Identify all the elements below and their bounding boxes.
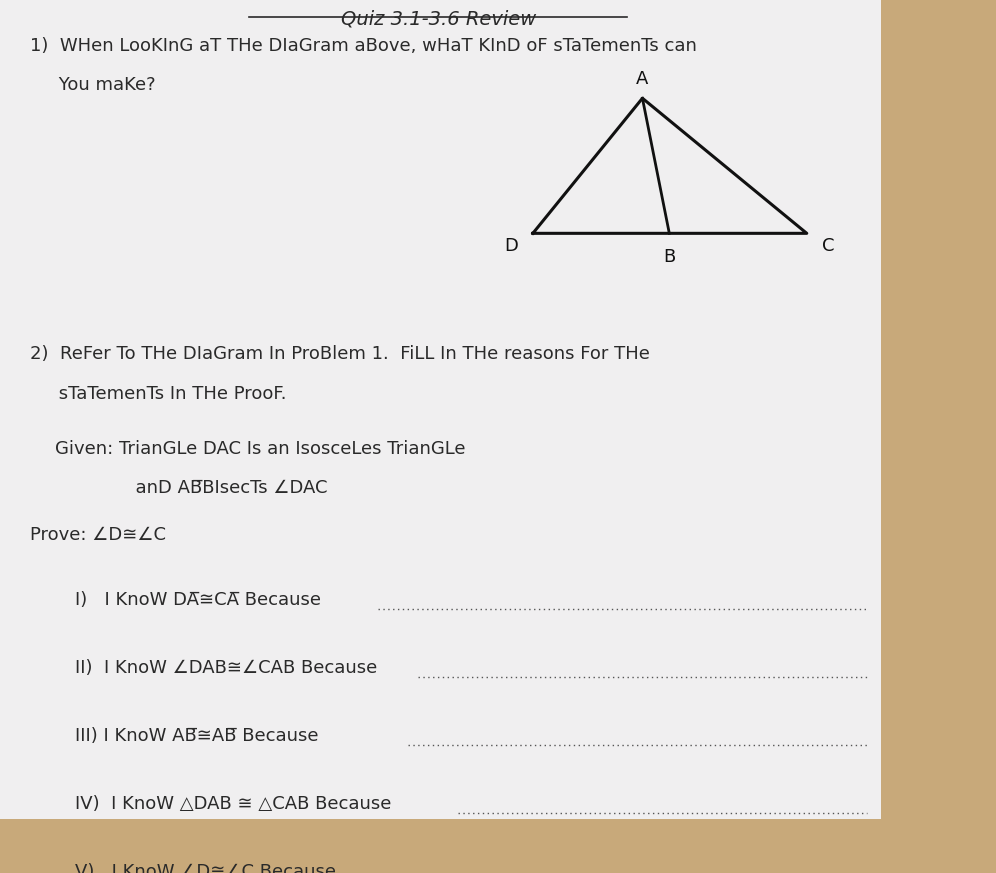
Text: C: C [822, 237, 835, 256]
Text: You maKe?: You maKe? [30, 76, 155, 94]
Text: sTaTemenTs In THe ProoF.: sTaTemenTs In THe ProoF. [30, 385, 287, 402]
Text: B: B [663, 248, 675, 266]
Text: Given: TrianGLe DAC Is an IsosceLes TrianGLe: Given: TrianGLe DAC Is an IsosceLes Tria… [55, 440, 465, 457]
Text: 2)  ReFer To THe DIaGram In ProBlem 1.  FiLL In THe reasons For THe: 2) ReFer To THe DIaGram In ProBlem 1. Fi… [30, 346, 649, 363]
Text: IV)  I KnoW △DAB ≅ △CAB Because: IV) I KnoW △DAB ≅ △CAB Because [75, 795, 396, 813]
Text: 1)  WHen LooKInG aT THe DIaGram aBove, wHaT KInD oF sTaTemenTs can: 1) WHen LooKInG aT THe DIaGram aBove, wH… [30, 37, 697, 55]
Text: V)   I KnoW ∠D≅∠C Because: V) I KnoW ∠D≅∠C Because [75, 863, 342, 873]
Text: Prove: ∠D≅∠C: Prove: ∠D≅∠C [30, 526, 166, 544]
Text: I)   I KnoW DA̅≅CA̅ Because: I) I KnoW DA̅≅CA̅ Because [75, 591, 327, 609]
Text: anD AB̅BIsecTs ∠DAC: anD AB̅BIsecTs ∠DAC [55, 479, 328, 497]
Text: II)  I KnoW ∠DAB≅∠CAB Because: II) I KnoW ∠DAB≅∠CAB Because [75, 659, 382, 677]
Text: A: A [636, 70, 648, 87]
Text: Quiz 3.1-3.6 Review: Quiz 3.1-3.6 Review [341, 10, 536, 29]
Text: D: D [504, 237, 518, 256]
Text: III) I KnoW AB̅≅AB̅ Because: III) I KnoW AB̅≅AB̅ Because [75, 727, 324, 745]
FancyBboxPatch shape [0, 0, 881, 819]
